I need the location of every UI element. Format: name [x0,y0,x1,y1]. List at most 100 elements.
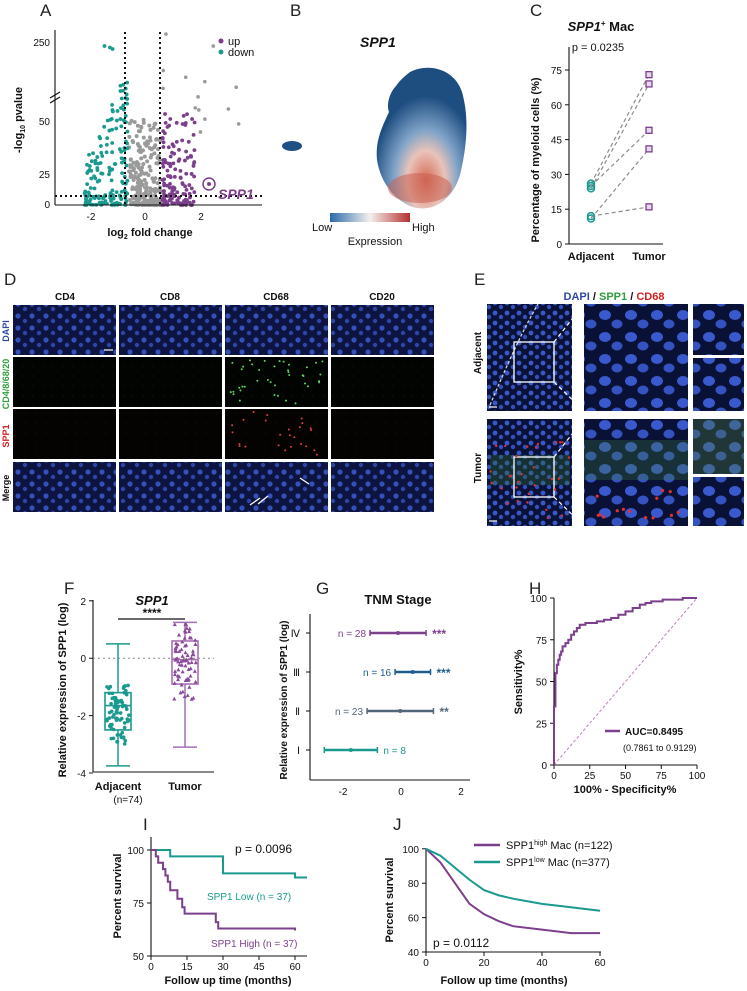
data-point [192,669,197,673]
data-point [172,672,177,677]
roc-line [553,597,697,765]
data-point [188,673,193,678]
if-tile [119,409,222,459]
volcano-point-ns [131,160,136,165]
label-backdrop [381,743,422,756]
volcano-point-up [161,129,166,134]
volcano-point-ns [147,200,152,205]
green-signal [305,366,308,369]
volcano-point-up [165,183,170,188]
volcano-point-ns [151,125,156,130]
volcano-point-ns [141,135,146,140]
red-signal [244,445,247,448]
cd68-spot [554,441,558,444]
box [104,691,132,731]
volcano-point-ns [183,75,188,80]
volcano-point-down [99,144,103,148]
green-signal [273,365,276,368]
volcano-point-down [119,96,124,101]
cd68-spot [546,516,550,520]
cd68-spot [601,515,606,519]
low-group-label: SPP1 Low (n = 37) [207,892,291,903]
volcano-point-ns [127,134,132,139]
green-signal [239,389,242,392]
volcano-point-ns [146,192,151,197]
volcano-point-ns [129,164,134,169]
volcano-point-down [85,182,90,186]
volcano-point-down [125,178,130,183]
data-point [115,739,120,744]
volcano-point-up [171,187,176,192]
y-tick-label: 45 [551,136,563,147]
volcano-point-ns [128,157,133,162]
y-tick-label: 0 [541,761,547,772]
red-signal [301,422,304,425]
volcano-point-down [109,178,114,183]
red-signal [264,419,267,422]
x-tick-label: 75 [656,771,668,782]
volcano-point-down [120,171,124,176]
category-tumor: Tumor [632,251,666,263]
km-pvalue: p = 0.0096 [235,842,292,856]
volcano-point-down [123,113,128,118]
volcano-point-down [91,194,96,199]
data-point [123,703,127,708]
cd68-spot [643,516,648,520]
cd68-spot [596,513,600,517]
volcano-point-ns [139,156,144,161]
y-tick: 0 [44,200,50,211]
high-group-label: SPP1 High (n = 37) [211,939,297,950]
x-axis-label: Follow up time (months) [440,975,567,987]
volcano-point-up [184,149,188,154]
cd68-spot [550,477,554,481]
data-point [193,637,198,642]
volcano-point-up [191,199,196,204]
n-label: n = 28 [338,629,367,640]
data-point [189,696,194,701]
volcano-point-down [87,152,91,157]
volcano-point-ns [145,159,150,164]
volcano-point-down [107,165,112,170]
chance-line [553,597,698,766]
volcano-point-up [178,169,183,173]
row-label-dapi: DAPI [1,320,11,342]
green-signal [319,373,322,376]
y-tick-label: 15 [551,205,563,216]
green-signal [276,394,279,397]
colorbar-low-label: Low [312,222,332,234]
data-point [190,648,195,653]
data-point [176,659,181,664]
volcano-point-ns [132,174,137,179]
volcano-point-down [97,196,101,201]
axis-break [49,96,61,104]
panel-letter-a: A [40,1,52,20]
if-tile [13,409,116,459]
volcano-point-ns [155,161,160,166]
adjacent-detail-bottom [693,358,744,411]
volcano-point-ns [203,79,207,84]
volcano-point-ns [136,148,141,153]
cd68-spot [500,487,503,490]
volcano-point-ns [137,197,142,202]
volcano-point-up [161,145,166,149]
category-adjacent: Adjacent [568,251,615,263]
paired-lines [586,70,653,223]
data-point [187,635,192,640]
cd68-spot [651,516,655,520]
volcano-point-up [168,164,173,169]
y-tick-label: 100 [530,594,547,605]
green-signal [240,368,243,371]
umap-gene-title: SPP1 [360,34,396,50]
volcano-point-up [192,190,197,195]
y-tick: 250 [33,38,50,49]
volcano-point-ns [149,147,154,152]
red-signal [300,443,303,446]
x-tick: -2 [339,787,348,798]
spp1-highlight-ring [202,177,216,191]
volcano-point-up [178,201,183,206]
volcano-point-down [110,150,115,155]
volcano-point-down [115,109,120,113]
volcano-point-ns [152,151,157,156]
volcano-point-up [184,200,189,205]
y-tick: 50 [39,117,51,128]
